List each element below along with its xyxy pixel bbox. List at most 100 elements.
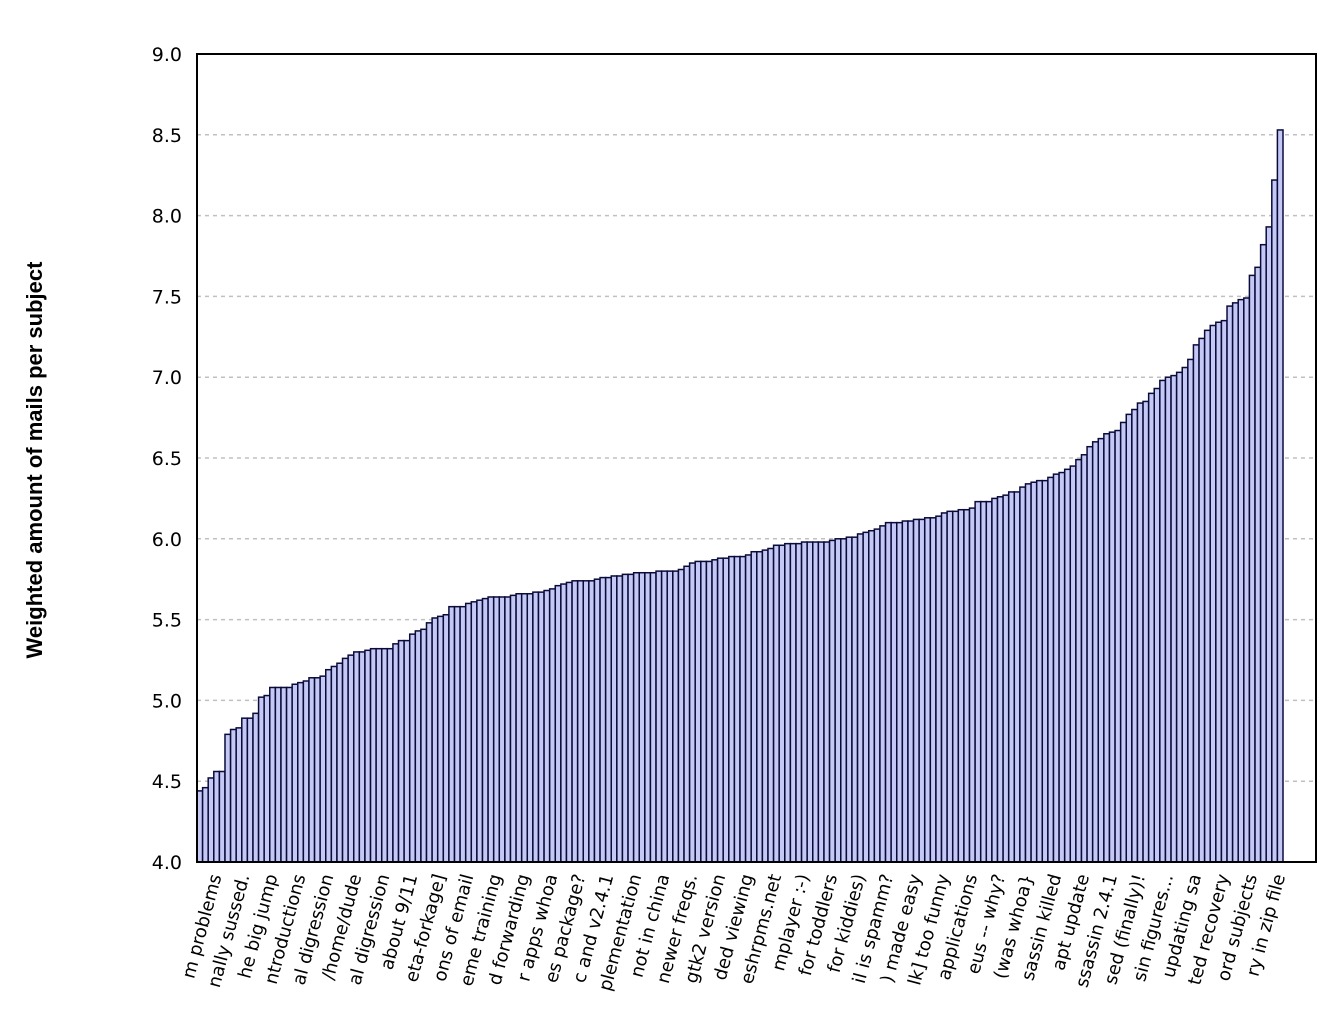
bar bbox=[436, 615, 445, 863]
bar bbox=[420, 628, 428, 863]
bar bbox=[470, 601, 478, 863]
bar bbox=[487, 596, 495, 863]
bar bbox=[201, 786, 209, 863]
y-tick-label: 7.0 bbox=[152, 367, 182, 389]
bar bbox=[828, 539, 836, 863]
bar bbox=[241, 717, 249, 863]
bar bbox=[1209, 324, 1217, 863]
bar bbox=[851, 536, 859, 863]
bar bbox=[1175, 371, 1183, 863]
bar bbox=[498, 596, 506, 863]
bar bbox=[1170, 374, 1178, 863]
bar bbox=[537, 591, 545, 863]
bar bbox=[795, 542, 803, 863]
bar bbox=[560, 583, 568, 863]
bar bbox=[655, 570, 663, 863]
bar bbox=[1125, 413, 1133, 863]
bar bbox=[705, 560, 713, 863]
bar bbox=[845, 536, 853, 863]
bar bbox=[868, 529, 876, 863]
bar bbox=[1002, 494, 1010, 863]
bar bbox=[1226, 305, 1234, 863]
bar bbox=[1131, 408, 1139, 863]
bar bbox=[593, 578, 601, 863]
bar bbox=[812, 541, 820, 863]
bar bbox=[269, 686, 277, 863]
bar bbox=[481, 597, 489, 863]
bar bbox=[784, 542, 792, 863]
bar bbox=[1024, 483, 1032, 863]
bar bbox=[397, 639, 405, 863]
bar bbox=[1231, 302, 1239, 863]
bar bbox=[772, 544, 780, 863]
bar bbox=[672, 570, 680, 863]
bar bbox=[778, 544, 786, 863]
bar bbox=[895, 521, 904, 863]
bar bbox=[543, 589, 551, 863]
bar bbox=[459, 605, 467, 863]
bar bbox=[1019, 486, 1027, 863]
bar bbox=[1187, 358, 1195, 863]
bar bbox=[235, 727, 243, 863]
bar bbox=[291, 683, 299, 863]
y-tick-label: 8.5 bbox=[152, 125, 182, 147]
bar bbox=[1047, 476, 1055, 863]
bar bbox=[571, 580, 579, 863]
bar bbox=[1075, 458, 1083, 863]
bar bbox=[901, 520, 909, 863]
bar bbox=[979, 500, 988, 863]
bar bbox=[252, 712, 260, 863]
y-tick-label: 5.5 bbox=[152, 610, 182, 632]
bar bbox=[341, 657, 349, 863]
bar bbox=[935, 515, 943, 863]
bar bbox=[1058, 471, 1066, 863]
bar bbox=[257, 696, 265, 863]
bar bbox=[414, 630, 422, 863]
bar bbox=[1013, 491, 1021, 863]
bar bbox=[1030, 481, 1038, 863]
bar bbox=[336, 662, 344, 863]
plot-frame bbox=[196, 53, 1317, 863]
bar bbox=[369, 647, 377, 863]
bar bbox=[722, 557, 730, 863]
bar bbox=[756, 550, 764, 863]
bar bbox=[330, 665, 338, 863]
bar bbox=[951, 510, 960, 863]
bar bbox=[431, 617, 439, 863]
bar bbox=[946, 510, 954, 863]
bar bbox=[644, 571, 652, 863]
bar bbox=[1203, 329, 1211, 863]
bar bbox=[1243, 297, 1251, 863]
bar bbox=[504, 596, 512, 863]
bar bbox=[582, 580, 590, 863]
y-tick-label: 6.0 bbox=[152, 529, 182, 551]
bars bbox=[196, 129, 1284, 863]
bar bbox=[660, 570, 668, 863]
y-tick-label: 5.0 bbox=[152, 690, 182, 712]
bar bbox=[604, 576, 612, 863]
bar bbox=[716, 557, 724, 863]
bar bbox=[380, 647, 389, 863]
bar bbox=[1248, 274, 1256, 863]
bar bbox=[744, 554, 752, 863]
bar bbox=[1007, 491, 1016, 863]
bar bbox=[364, 649, 372, 863]
bar bbox=[834, 538, 842, 863]
bar bbox=[1181, 366, 1189, 863]
bar bbox=[1136, 402, 1144, 863]
y-tick-label: 8.0 bbox=[152, 206, 182, 228]
bar bbox=[403, 639, 411, 863]
bar bbox=[375, 647, 383, 863]
bar bbox=[957, 508, 965, 863]
y-tick-label: 7.5 bbox=[152, 286, 182, 308]
bar bbox=[1142, 400, 1150, 863]
bar bbox=[213, 770, 221, 863]
bar bbox=[985, 500, 993, 863]
bar bbox=[1220, 319, 1228, 863]
bar bbox=[767, 547, 775, 863]
bar bbox=[666, 570, 674, 863]
bar bbox=[358, 651, 366, 863]
bar bbox=[632, 571, 640, 863]
bar bbox=[1265, 226, 1273, 863]
bar bbox=[325, 668, 333, 863]
